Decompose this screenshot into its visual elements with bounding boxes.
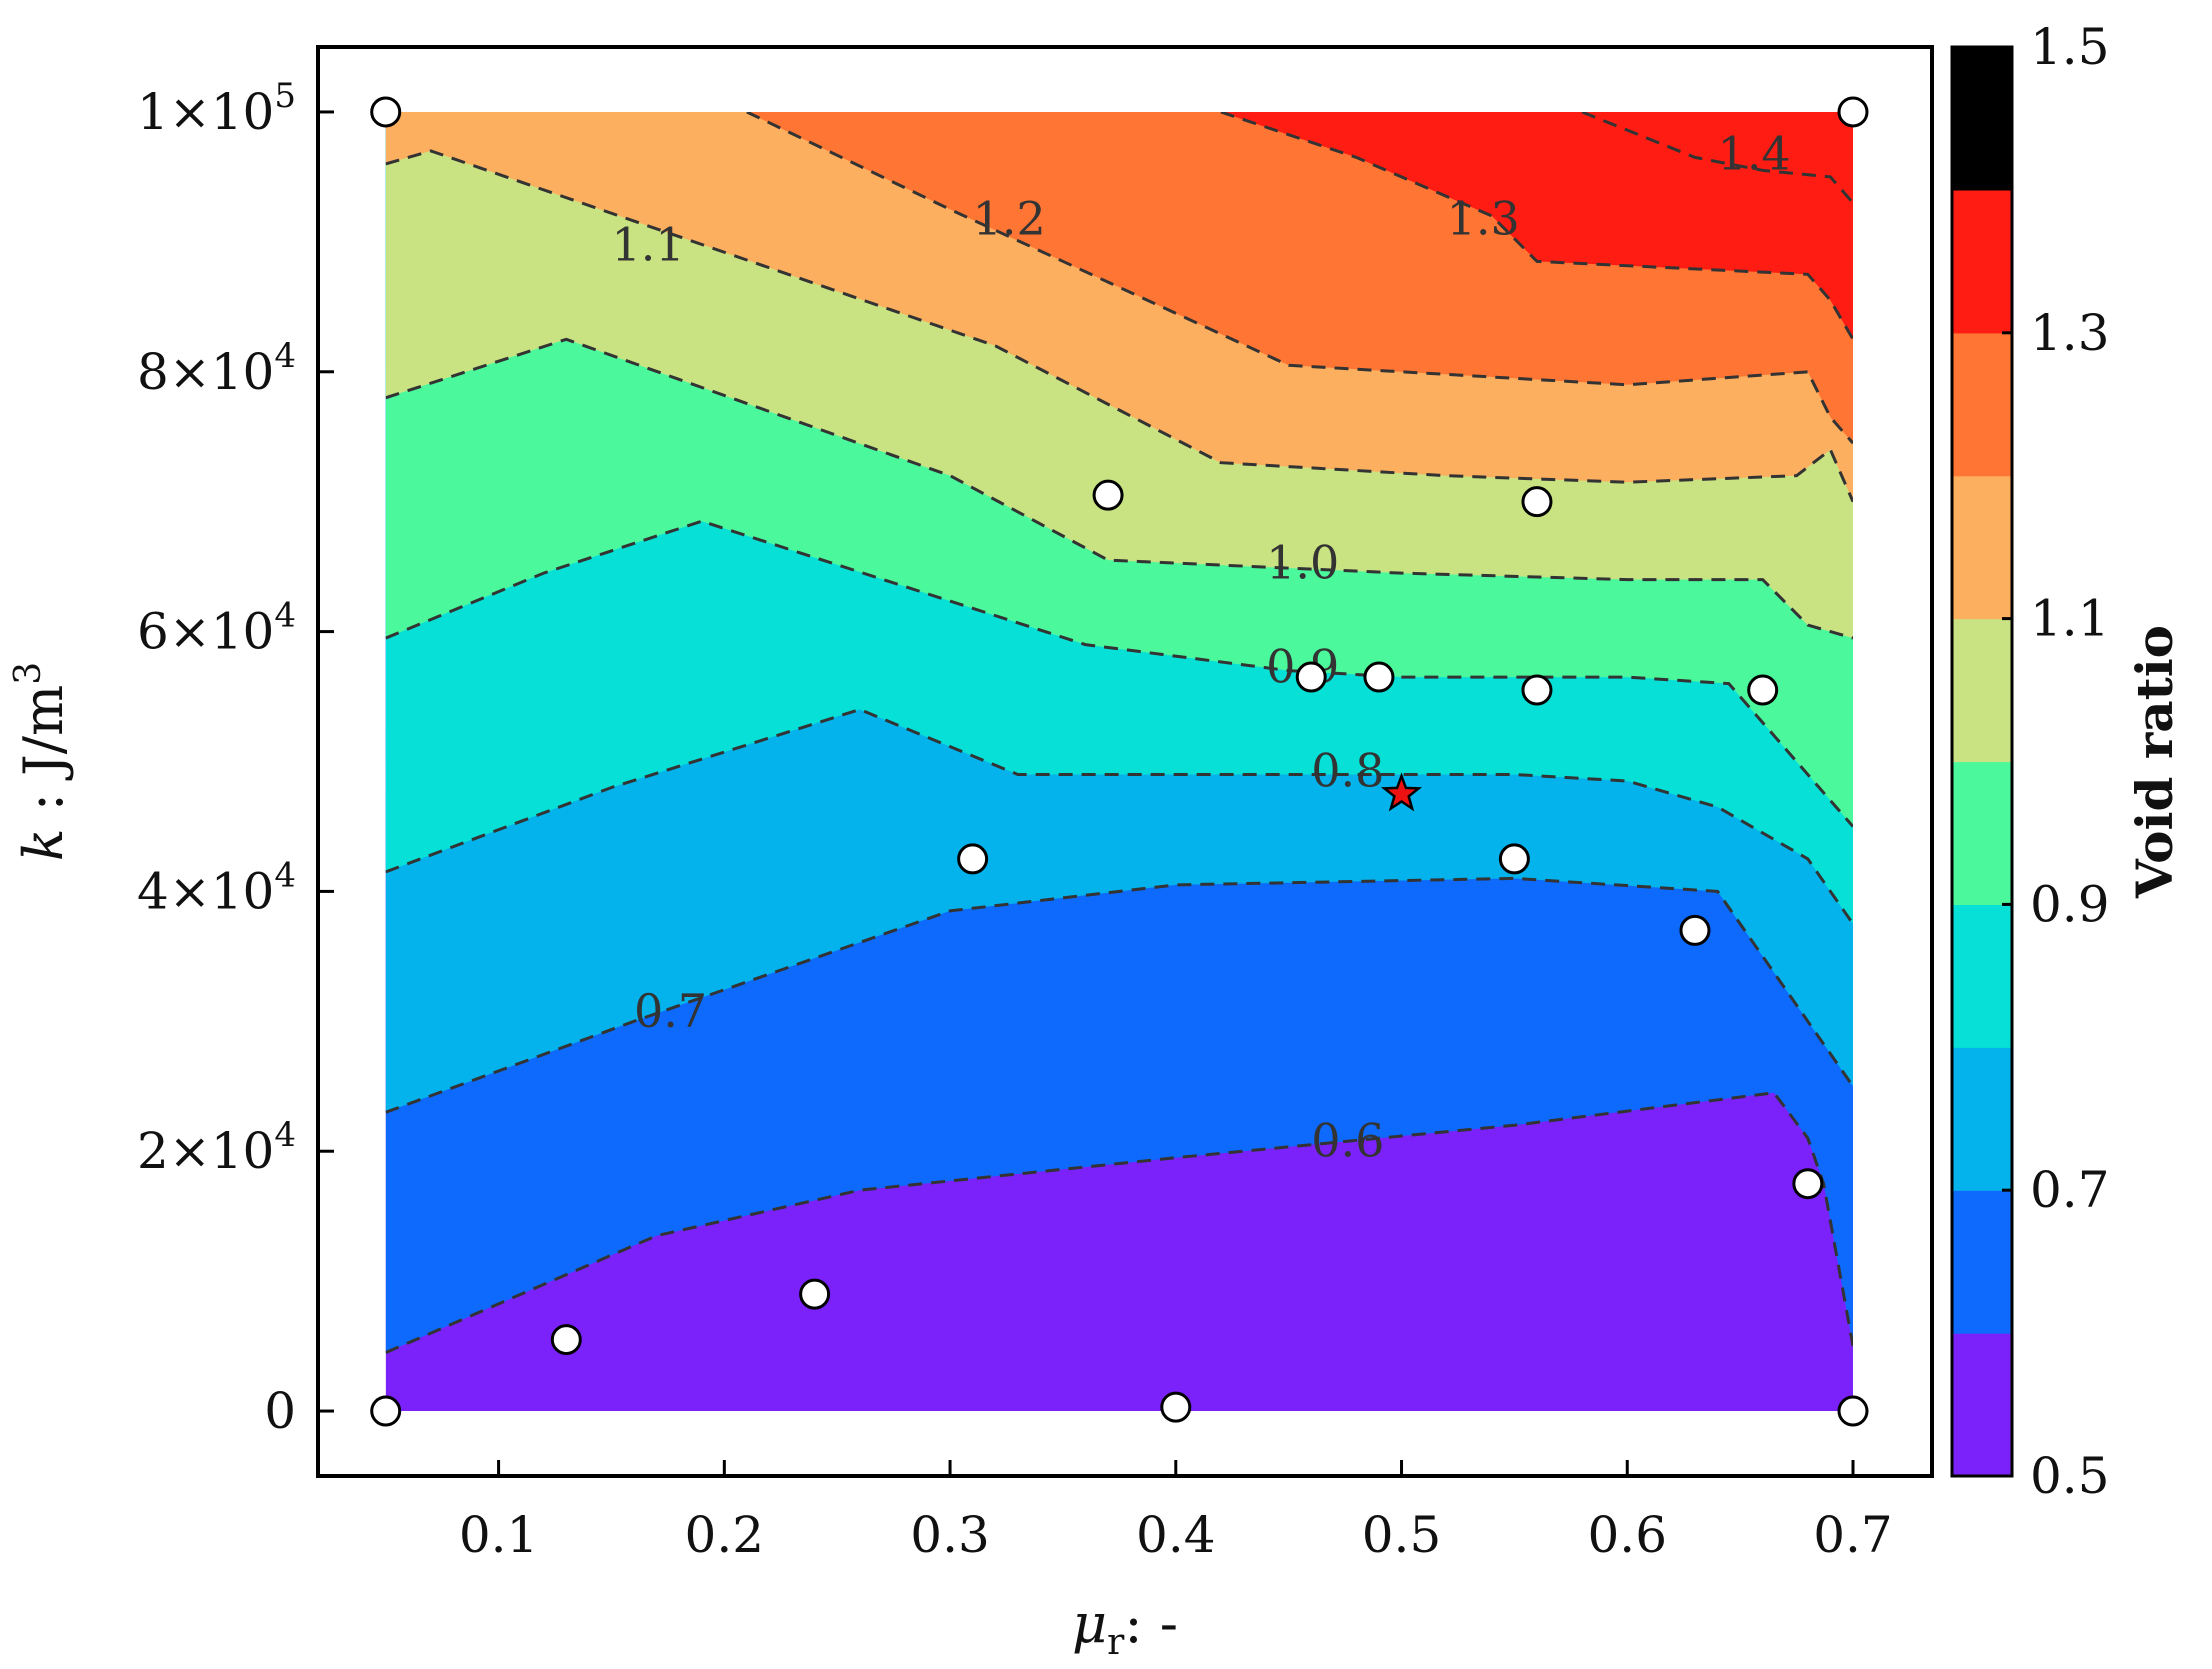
colorbar-segment (1952, 189, 2012, 334)
band-8 (1220, 111, 1853, 340)
colorbar-segment (1952, 1047, 2012, 1191)
sample-point (1160, 1391, 1192, 1423)
colorbar-frame (1950, 45, 2014, 1478)
contour-line-0.7 (385, 876, 1853, 1114)
y-tick-label: 6×104 (137, 596, 296, 661)
contour-line-1.3 (1220, 111, 1853, 341)
band-9 (1582, 111, 1853, 203)
colorbar-tick-label: 0.7 (2030, 1161, 2110, 1219)
star-icon (1380, 772, 1423, 812)
sample-point (799, 1278, 831, 1310)
x-tick-label: 0.7 (1813, 1506, 1893, 1564)
sample-point (1837, 96, 1869, 128)
contour-line-0.8 (385, 707, 1853, 925)
x-tick-label: 0.2 (685, 1506, 765, 1564)
y-axis-label: k : J/m3 (8, 662, 75, 861)
colorbar-segment (1952, 1190, 2012, 1334)
contour-label-1.2: 1.2 (973, 191, 1046, 245)
contour-label-0.6: 0.6 (1311, 1114, 1384, 1168)
sample-point (1092, 479, 1124, 511)
sample-point (1498, 843, 1530, 875)
sample-point (1747, 674, 1779, 706)
colorbar-segment (1952, 47, 2012, 191)
y-tick-label: 4×104 (137, 855, 296, 920)
colorbar-tick-label: 1.3 (2030, 304, 2110, 362)
y-axis-ticks: 0 2×104 4×104 6×104 8×104 1×105 (137, 76, 334, 1440)
sample-point (1792, 1168, 1824, 1200)
sample-point (1521, 486, 1553, 518)
sample-point (370, 1395, 402, 1427)
sample-point (550, 1324, 582, 1356)
colorbar-segment (1952, 618, 2012, 763)
y-tick-label: 8×104 (137, 336, 296, 401)
y-tick-label: 2×104 (137, 1115, 296, 1180)
colorbar-tick-label: 1.5 (2030, 18, 2110, 76)
contour-line-0.9 (385, 519, 1853, 828)
x-axis-label: μr: - (1072, 1592, 1178, 1663)
y-tick-label: 1×105 (137, 76, 296, 141)
contour-line-1.1 (385, 149, 1853, 503)
contour-line-1.0 (385, 337, 1853, 640)
sample-points (370, 96, 1869, 1427)
colorbar-segment (1952, 332, 2012, 477)
x-tick-label: 0.4 (1136, 1506, 1216, 1564)
contour-line-1.4 (1581, 111, 1853, 204)
sample-point (1363, 661, 1395, 693)
colorbar-segment (1952, 1333, 2012, 1477)
sample-point (1837, 1395, 1869, 1427)
colorbar-tick-label: 0.9 (2030, 875, 2110, 933)
x-axis-ticks: 0.1 0.2 0.3 0.4 0.5 0.6 0.7 (459, 1460, 1893, 1564)
plot-frame (316, 45, 1934, 1478)
contour-label-1.1: 1.1 (611, 217, 684, 271)
sample-point (1295, 661, 1327, 693)
x-tick-label: 0.6 (1587, 1506, 1667, 1564)
y-tick-label: 0 (264, 1382, 296, 1440)
contour-label-1.4: 1.4 (1718, 126, 1791, 180)
contour-label-0.8: 0.8 (1311, 743, 1384, 797)
contour-label-0.7: 0.7 (634, 984, 707, 1038)
colorbar-tick-label: 1.1 (2030, 590, 2110, 648)
contour-line-0.6 (385, 1091, 1853, 1354)
contour-label-1.3: 1.3 (1447, 191, 1520, 245)
contour-lines (385, 111, 1853, 1354)
sample-point (370, 96, 402, 128)
colorbar: 0.5 0.7 0.9 1.1 1.3 1.5 (1950, 18, 2110, 1505)
colorbar-segment (1952, 475, 2012, 620)
best-point-marker (1380, 772, 1423, 812)
colorbar-segment (1952, 761, 2012, 905)
colorbar-tick-label: 0.5 (2030, 1447, 2110, 1505)
sample-point (1679, 914, 1711, 946)
x-tick-label: 0.5 (1362, 1506, 1442, 1564)
sample-point (1521, 674, 1553, 706)
sample-point (957, 843, 989, 875)
contour-fill-bands (385, 111, 1853, 1412)
colorbar-title: Void ratio (2125, 625, 2184, 899)
x-tick-label: 0.3 (910, 1506, 990, 1564)
colorbar-segment (1952, 904, 2012, 1048)
contour-label-1.0: 1.0 (1266, 536, 1339, 590)
x-tick-label: 0.1 (459, 1506, 539, 1564)
